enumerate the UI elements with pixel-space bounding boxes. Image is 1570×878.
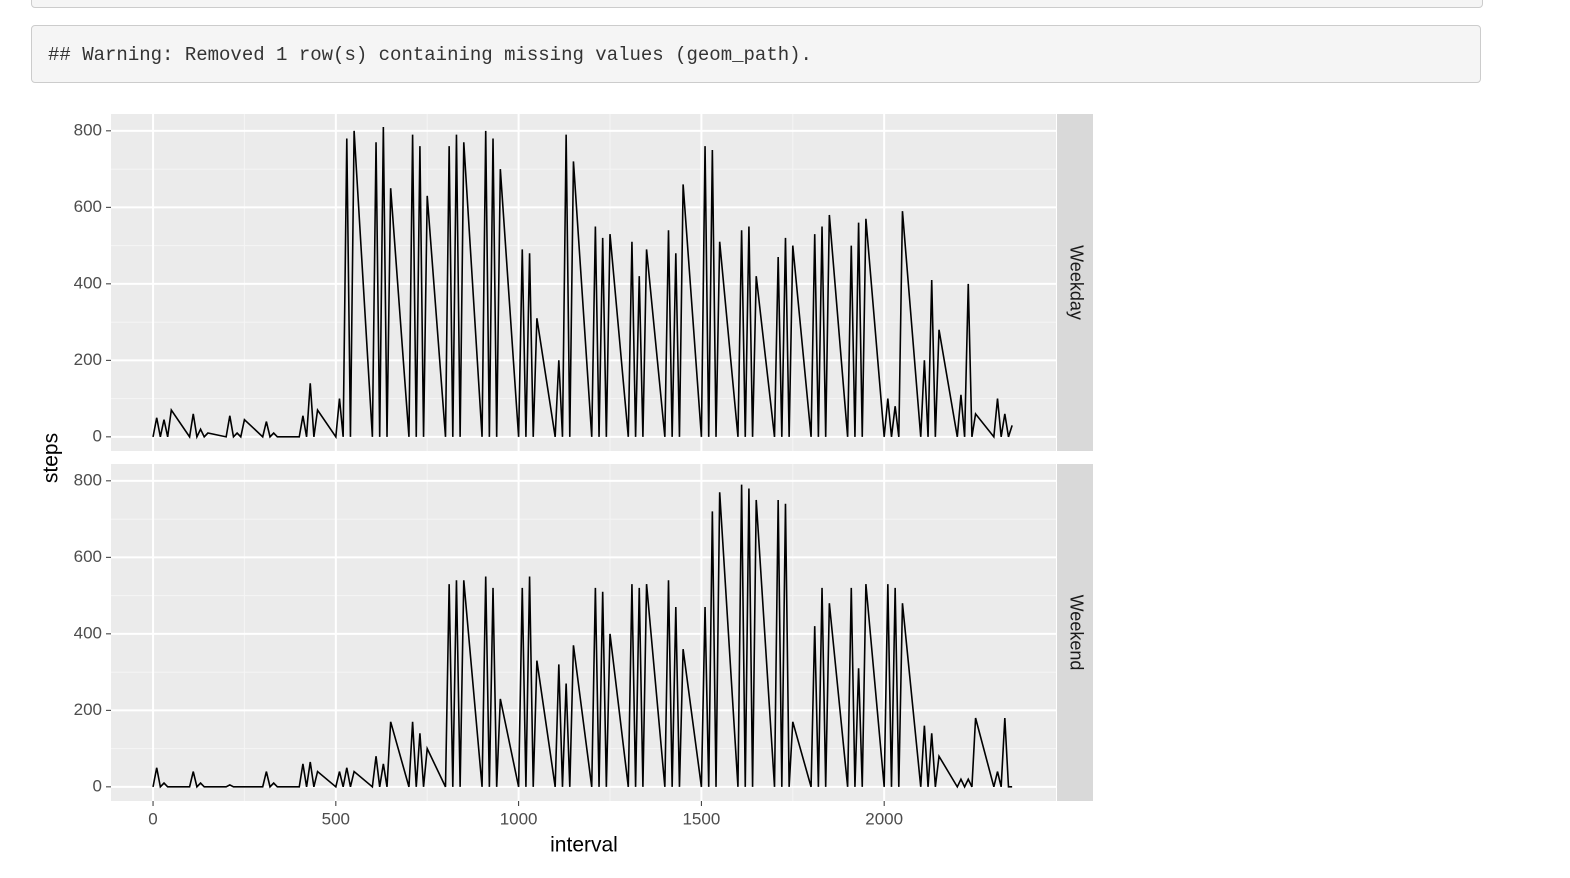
x-tick-label: 1000 bbox=[500, 809, 538, 828]
x-tick-label: 2000 bbox=[865, 809, 903, 828]
y-tick-label: 400 bbox=[74, 273, 102, 292]
data-line bbox=[152, 484, 1013, 789]
y-tick-label: 800 bbox=[74, 120, 102, 139]
x-tick-label: 0 bbox=[148, 809, 157, 828]
y-tick-label: 0 bbox=[93, 426, 102, 445]
y-tick-label: 800 bbox=[74, 470, 102, 489]
y-axis-title: steps bbox=[40, 433, 63, 483]
previous-output bbox=[31, 0, 1483, 8]
warning-output: ## Warning: Removed 1 row(s) containing … bbox=[31, 25, 1481, 83]
y-tick-label: 400 bbox=[74, 623, 102, 642]
facet-label: Weekend bbox=[1066, 595, 1086, 671]
panel-background bbox=[111, 114, 1056, 451]
y-tick-label: 600 bbox=[74, 197, 102, 216]
facet-strip bbox=[1057, 464, 1093, 801]
panel-background bbox=[111, 464, 1056, 801]
facet-label: Weekday bbox=[1066, 245, 1086, 320]
data-line bbox=[152, 127, 1013, 440]
facet-strip bbox=[1057, 114, 1093, 451]
x-axis-title: interval bbox=[550, 834, 618, 857]
y-tick-label: 200 bbox=[74, 350, 102, 369]
y-tick-label: 200 bbox=[74, 700, 102, 719]
y-tick-label: 600 bbox=[74, 547, 102, 566]
x-tick-label: 1500 bbox=[682, 809, 720, 828]
y-tick-label: 0 bbox=[93, 776, 102, 795]
x-tick-label: 500 bbox=[322, 809, 350, 828]
